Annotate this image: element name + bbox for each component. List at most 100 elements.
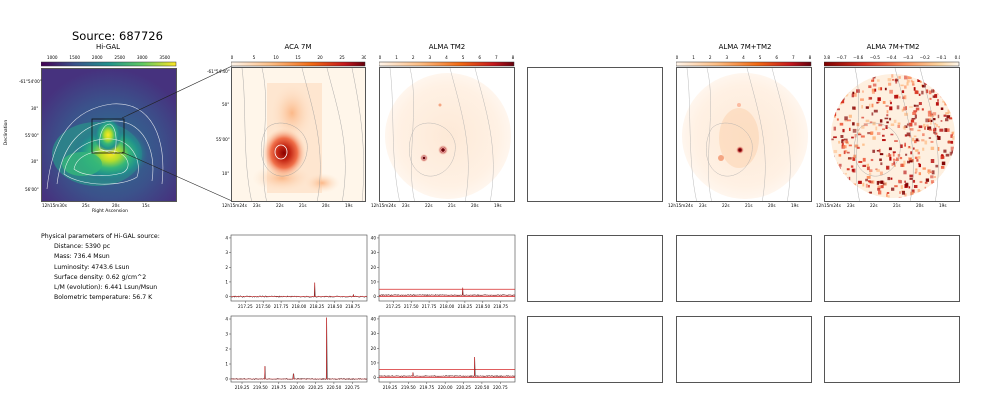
speckle-pixel [911,117,916,120]
colorbar-tick-label: 3500 [159,55,170,60]
speckle-pixel [847,157,852,160]
speckle-pixel [948,176,952,178]
speckle-pixel [872,136,876,140]
speckle-pixel [841,142,844,147]
speckle-pixel [834,187,838,190]
aca-xtick-1: 23s [253,203,261,208]
y-tick-label: 40 [371,235,377,240]
speckle-pixel [923,123,926,128]
speckle-pixel [903,170,907,175]
speckle-pixel [904,75,908,80]
speckle-pixel [926,124,929,127]
speckle-pixel [878,180,883,184]
speckle-pixel [848,114,852,118]
speckle-pixel [932,112,937,116]
speckle-pixel [841,179,844,182]
speckle-pixel [950,146,955,151]
x-tick-label: 219.25 [235,385,250,389]
speckle-pixel [911,159,914,163]
speckle-pixel [839,163,842,167]
physical-surface-density: Surface density: 0.62 g/cm^2 [54,274,147,281]
speckle-pixel [844,119,848,122]
speckle-pixel [871,91,875,94]
empty-spectrum-panel [676,316,812,383]
speckle-pixel [934,122,937,125]
speckle-pixel [858,132,861,135]
speckle-pixel [892,152,895,157]
speckle-pixel [875,195,878,198]
speckle-pixel [923,192,926,195]
speckle-pixel [933,183,938,187]
speckle-pixel [844,150,848,153]
speckle-pixel [917,129,921,132]
speckle-pixel [858,77,863,81]
speckle-pixel [895,80,898,84]
x-tick-label: 220.25 [308,385,323,389]
plot-frame [230,234,368,302]
speckle-pixel [893,161,896,165]
speckle-pixel [923,76,928,80]
speckle-pixel [838,167,841,170]
speckle-pixel [909,106,913,108]
speckle-pixel [908,122,913,127]
speckle-pixel [838,183,841,187]
x-tick-label: 217.50 [256,304,271,308]
speckle-pixel [850,165,854,168]
speckle-pixel [861,116,865,119]
y-tick-label: 0 [373,294,376,299]
speckle-pixel [840,135,844,138]
speckle-pixel [844,78,849,81]
speckle-pixel [882,180,885,183]
speckle-pixel [926,77,930,81]
speckle-pixel [904,125,908,128]
speckle-pixel [831,155,835,158]
speckle-pixel [928,80,931,84]
speckle-pixel [842,190,846,194]
speckle-pixel [911,80,915,85]
speckle-pixel [924,140,928,145]
speckle-pixel [889,154,892,158]
speckle-pixel [852,128,857,133]
speckle-pixel [909,178,914,180]
speckle-pixel [950,140,954,144]
speckle-pixel [921,196,925,198]
plot-frame [378,315,516,383]
speckle-pixel [915,104,919,107]
x-tick-label: 219.75 [419,385,434,389]
x-tick-label: 218.00 [292,304,307,308]
speckle-pixel [917,162,921,165]
speckle-pixel [899,156,903,160]
speckle-pixel [833,149,838,154]
speckle-pixel [946,191,949,195]
combo-xtick-0: 12h15m24s [668,203,693,208]
combo-xtick-2: 22s [722,203,730,208]
speckle-pixel [852,106,856,110]
speckle-pixel [913,185,918,189]
y-tick-label: 2 [225,265,228,270]
speckle-pixel [833,110,836,113]
speckle-pixel [913,135,917,138]
speckle-pixel [878,148,881,153]
spectrum-aca-lower: 0 1 2 3 4 219.25 219.50 219.75 220.00 220.25 220.5… [225,315,368,389]
speckle-pixel [945,153,950,157]
speckle-pixel [882,139,886,142]
colorbar-tick-label: 0 [379,55,382,60]
x-tick-label: 217.50 [404,304,419,308]
speckle-pixel [908,186,911,189]
speckle-pixel [866,175,871,179]
speckle-pixel [839,122,844,126]
speckle-pixel [878,123,883,127]
ratio-xtick-2: 22s [870,203,878,208]
speckle-pixel [850,183,853,186]
speckle-pixel [930,159,935,163]
speckle-pixel [944,101,948,106]
colorbar-tick-label: 0 [676,55,679,60]
speckle-pixel [831,138,834,141]
speckle-pixel [913,110,918,113]
speckle-pixel [846,151,850,154]
higal-title: Hi-GAL [95,43,121,51]
speckle-pixel [930,146,935,151]
speckle-pixel [947,93,951,97]
x-tick-label: 217.75 [422,304,437,308]
speckle-pixel [889,106,893,111]
